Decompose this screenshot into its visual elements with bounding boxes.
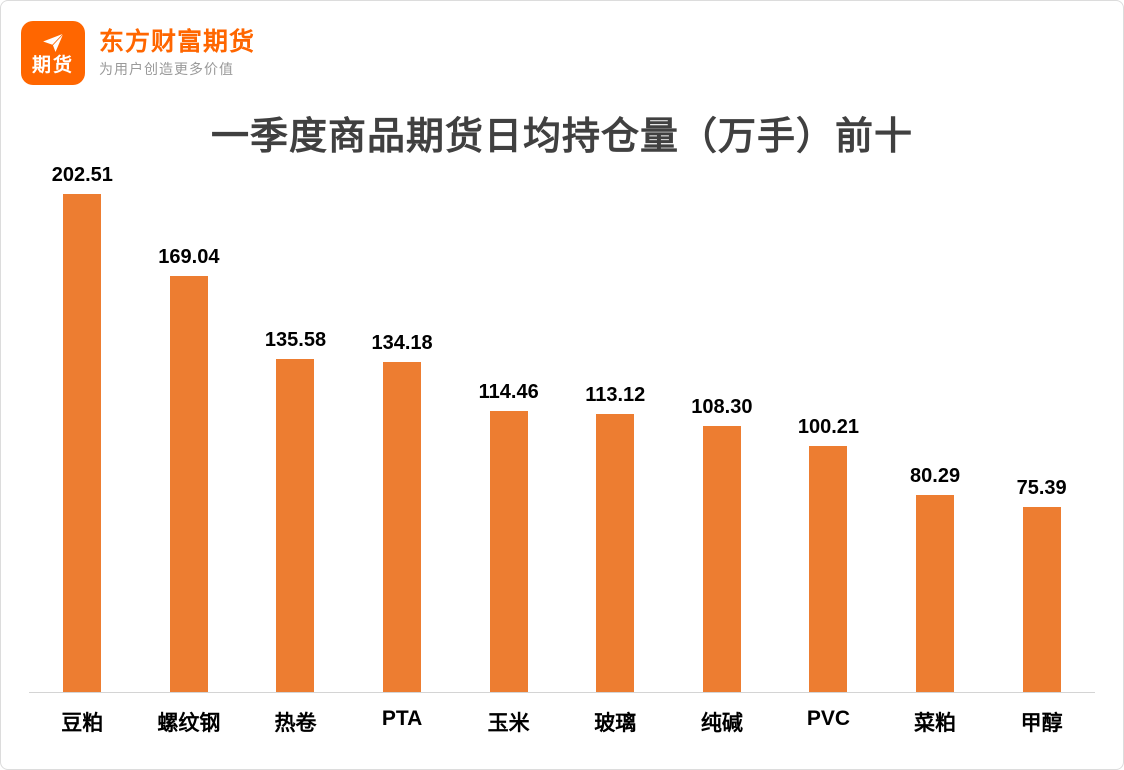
category-label: 螺纹钢 xyxy=(157,711,221,735)
category-label: PVC xyxy=(806,706,851,730)
category-label: 热卷 xyxy=(274,711,317,735)
bar-chart: 202.51 169.04 135.58 134.18 114.46 113.12 108.… xyxy=(29,161,1095,737)
bar-value-label: 113.12 xyxy=(585,383,646,406)
bar xyxy=(702,425,741,692)
bar xyxy=(63,193,102,692)
bar-column: 134.18 xyxy=(349,332,456,692)
bar-column: 100.21 xyxy=(775,416,882,692)
chart-title: 一季度商品期货日均持仓量（万手）前十 xyxy=(210,116,913,158)
bar xyxy=(276,358,315,692)
bar-column: 169.04 xyxy=(136,246,243,692)
bar-column: 114.46 xyxy=(455,381,562,692)
logo-text: 期货 xyxy=(31,54,74,76)
bar-value-label: 135.58 xyxy=(264,328,327,351)
bar-column: 113.12 xyxy=(562,384,669,692)
bar-value-label: 114.46 xyxy=(478,380,539,403)
category-label: PTA xyxy=(381,706,423,730)
chart-category-axis: 豆粕 螺纹钢 热卷 PTA 玉米 玻璃 纯碱 PVC 菜粕 甲醇 xyxy=(29,693,1095,737)
bar xyxy=(169,275,208,692)
bar-value-label: 80.29 xyxy=(910,464,961,487)
category-label: 纯碱 xyxy=(700,711,743,735)
paper-plane-icon xyxy=(40,31,65,54)
bar xyxy=(489,410,528,692)
bar-value-label: 169.04 xyxy=(158,245,220,268)
header: 期货 东方财富期货 为用户创造更多价值 xyxy=(1,1,1123,87)
bar-value-label: 100.21 xyxy=(797,415,860,438)
bar-column: 135.58 xyxy=(242,329,349,692)
bar-value-label: 75.39 xyxy=(1016,476,1067,499)
bar xyxy=(1022,506,1061,692)
bar-column: 75.39 xyxy=(988,477,1095,692)
bar-value-label: 134.18 xyxy=(371,331,433,354)
bar xyxy=(916,494,955,692)
bar-column: 202.51 xyxy=(29,164,136,692)
brand-logo: 期货 xyxy=(21,21,85,85)
bar-value-label: 108.30 xyxy=(691,395,753,418)
category-label: 甲醇 xyxy=(1020,711,1063,735)
bar-value-label: 202.51 xyxy=(51,163,113,186)
chart-plot-area: 202.51 169.04 135.58 134.18 114.46 113.12 108.… xyxy=(29,161,1095,693)
bar-column: 108.30 xyxy=(669,396,776,692)
bar xyxy=(809,445,848,692)
brand-tagline: 为用户创造更多价值 xyxy=(99,61,234,77)
brand-block: 东方财富期货 为用户创造更多价值 xyxy=(99,28,256,77)
brand-name: 东方财富期货 xyxy=(99,28,256,56)
bar xyxy=(596,413,635,692)
category-label: 菜粕 xyxy=(914,711,957,735)
category-label: 玉米 xyxy=(487,711,530,735)
bar xyxy=(383,361,422,692)
category-label: 玻璃 xyxy=(594,711,637,735)
category-label: 豆粕 xyxy=(61,711,104,735)
bar-column: 80.29 xyxy=(882,465,989,692)
